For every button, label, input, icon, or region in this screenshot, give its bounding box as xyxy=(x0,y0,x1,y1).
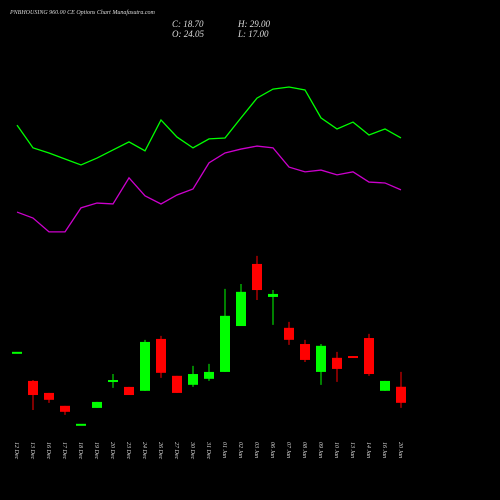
high-label: H: 29.00 xyxy=(237,19,270,29)
candle-body xyxy=(108,380,118,383)
candle-body xyxy=(12,351,22,354)
candle-body xyxy=(140,341,150,391)
x-tick-label: 26 Dec xyxy=(157,442,163,459)
candle-body xyxy=(44,392,54,400)
candle-body xyxy=(60,405,70,412)
x-tick-label: 01 Jan xyxy=(221,442,227,458)
candle-body xyxy=(316,345,326,372)
candle-body xyxy=(188,374,198,385)
chart-title: PNBHOUSING 960.00 CE Options Chart Munaf… xyxy=(9,9,156,16)
x-tick-label: 10 Jan xyxy=(333,442,339,458)
x-tick-label: 31 Dec xyxy=(205,441,211,459)
x-tick-label: 03 Jan xyxy=(253,442,259,458)
x-tick-label: 18 Dec xyxy=(77,442,83,459)
x-tick-label: 02 Jan xyxy=(237,442,243,458)
x-tick-label: 23 Dec xyxy=(125,442,131,459)
x-tick-label: 12 Dec xyxy=(13,442,19,459)
candle-body xyxy=(76,423,86,426)
candle-body xyxy=(172,375,182,393)
candle-body xyxy=(396,386,406,403)
x-tick-label: 30 Dec xyxy=(189,441,195,459)
x-tick-label: 09 Jan xyxy=(317,442,323,458)
candle-body xyxy=(28,380,38,396)
candle-body xyxy=(300,344,310,360)
candle-body xyxy=(348,356,358,359)
x-tick-label: 13 Jan xyxy=(349,442,355,458)
candle-body xyxy=(92,401,102,408)
candle-body xyxy=(380,380,390,391)
candle-body xyxy=(364,338,374,375)
open-label: O: 24.05 xyxy=(172,29,204,39)
candle-body xyxy=(220,315,230,372)
indicator-line xyxy=(16,145,402,233)
candle-body xyxy=(204,371,214,379)
close-label: C: 18.70 xyxy=(172,19,204,29)
candle-body xyxy=(156,338,166,373)
x-tick-label: 16 Jan xyxy=(381,442,387,458)
candle-body xyxy=(268,293,278,297)
x-tick-label: 06 Jan xyxy=(269,442,275,458)
candle-body xyxy=(284,327,294,340)
x-tick-label: 20 Jan xyxy=(397,442,403,458)
candle-body xyxy=(124,386,134,396)
low-label: L: 17.00 xyxy=(237,29,269,39)
x-tick-label: 20 Dec xyxy=(109,442,115,459)
x-tick-label: 16 Dec xyxy=(45,442,51,459)
x-tick-label: 19 Dec xyxy=(93,442,99,459)
x-tick-label: 24 Dec xyxy=(141,442,148,459)
x-tick-label: 08 Jan xyxy=(301,442,307,458)
x-tick-label: 13 Dec xyxy=(29,442,35,459)
candle-body xyxy=(236,291,246,327)
x-tick-label: 07 Jan xyxy=(285,442,291,458)
candle-body xyxy=(252,263,262,291)
candle-body xyxy=(332,357,342,369)
x-tick-label: 14 Jan xyxy=(365,442,372,458)
x-tick-label: 17 Dec xyxy=(61,442,67,459)
x-tick-label: 27 Dec xyxy=(173,442,179,459)
indicator-line xyxy=(16,86,402,166)
